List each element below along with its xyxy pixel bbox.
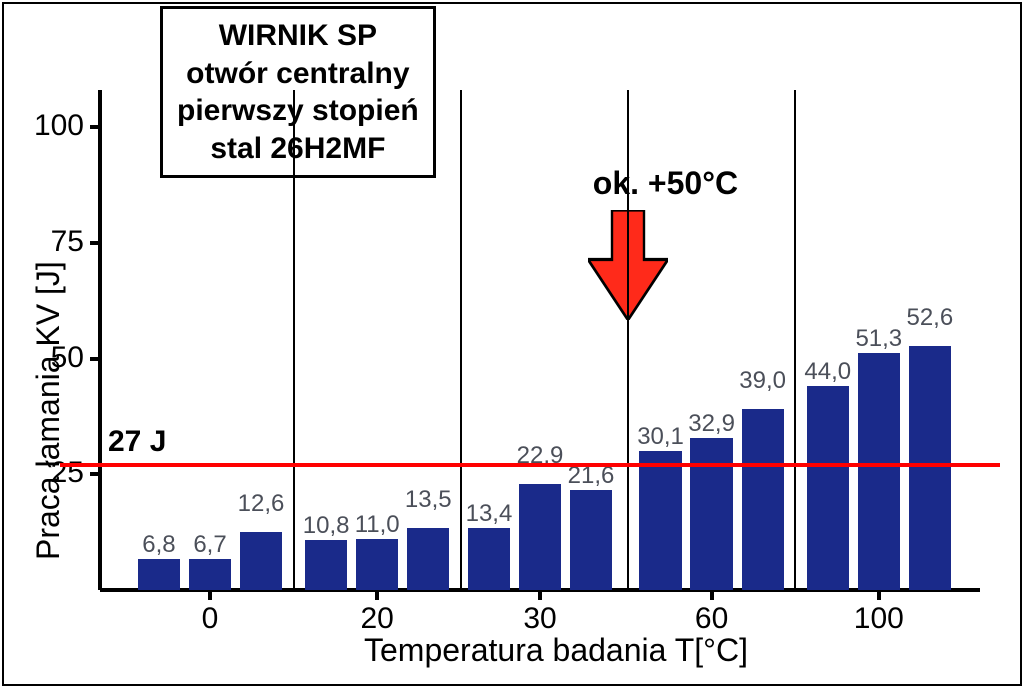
bar xyxy=(858,353,900,591)
bar xyxy=(690,438,732,590)
bar-value-label: 39,0 xyxy=(739,367,786,395)
y-tick-label: 50 xyxy=(51,341,84,375)
y-tick xyxy=(90,357,100,361)
x-tick xyxy=(208,590,212,600)
info-box-line: otwór centralny xyxy=(177,55,419,93)
grid-line xyxy=(627,90,629,590)
y-tick-label: 75 xyxy=(51,225,84,259)
bar xyxy=(639,451,681,590)
bar xyxy=(468,528,510,590)
x-tick-label: 0 xyxy=(202,602,219,636)
bar-value-label: 13,5 xyxy=(405,486,452,514)
grid-line xyxy=(293,90,295,590)
y-tick xyxy=(90,472,100,476)
x-tick-label: 30 xyxy=(523,602,556,636)
bar-value-label: 51,3 xyxy=(855,325,902,353)
bar xyxy=(909,346,951,590)
y-axis-title: Praca łamania KV [J] xyxy=(30,261,67,560)
y-tick-label: 25 xyxy=(51,456,84,490)
bar xyxy=(240,532,282,590)
info-box-line: stal 26H2MF xyxy=(177,130,419,168)
x-tick xyxy=(710,590,714,600)
y-tick-label: 100 xyxy=(34,109,84,143)
x-tick xyxy=(375,590,379,600)
x-tick xyxy=(877,590,881,600)
bar xyxy=(807,386,849,590)
bar-value-label: 44,0 xyxy=(804,358,851,386)
x-tick-label: 60 xyxy=(695,602,728,636)
bar xyxy=(356,539,398,590)
bar-value-label: 30,1 xyxy=(637,423,684,451)
bar-value-label: 10,8 xyxy=(303,512,350,540)
bar xyxy=(742,409,784,590)
bar-value-label: 11,0 xyxy=(355,511,400,539)
y-axis xyxy=(98,90,102,590)
bar-value-label: 12,6 xyxy=(238,490,285,518)
bar xyxy=(570,490,612,590)
bar-value-label: 6,7 xyxy=(193,531,226,559)
bar-value-label: 52,6 xyxy=(906,304,953,332)
x-axis-title: Temperatura badania T[°C] xyxy=(364,632,748,669)
y-tick xyxy=(90,241,100,245)
threshold-line xyxy=(60,463,1000,467)
bar xyxy=(189,559,231,590)
bar-value-label: 32,9 xyxy=(688,410,735,438)
grid-line xyxy=(794,90,796,590)
threshold-label: 27 J xyxy=(108,425,166,459)
x-tick-label: 20 xyxy=(361,602,394,636)
info-box-line: WIRNIK SP xyxy=(177,17,419,55)
bar-value-label: 6,8 xyxy=(142,531,175,559)
info-box-line: pierwszy stopień xyxy=(177,92,419,130)
bar xyxy=(138,559,180,590)
bar-value-label: 13,4 xyxy=(466,500,513,528)
info-box: WIRNIK SPotwór centralnypierwszy stopień… xyxy=(160,6,436,178)
y-tick xyxy=(90,125,100,129)
x-tick-label: 100 xyxy=(854,602,904,636)
x-tick xyxy=(538,590,542,600)
annotation-label: ok. +50°C xyxy=(593,165,738,202)
bar xyxy=(407,528,449,591)
bar xyxy=(519,484,561,590)
grid-line xyxy=(460,90,462,590)
bar xyxy=(305,540,347,590)
